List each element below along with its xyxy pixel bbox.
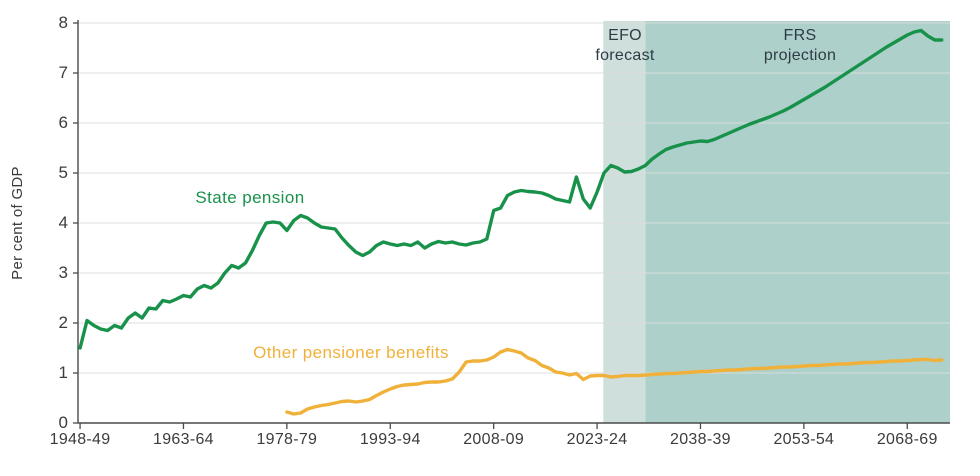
frs-projection-band xyxy=(645,21,950,423)
y-tick-label: 6 xyxy=(58,113,68,132)
efo-forecast-label: EFO forecast xyxy=(565,26,685,66)
efo-forecast-label-line2: forecast xyxy=(595,47,655,64)
series-label-state-pension: State pension xyxy=(195,188,305,207)
y-tick-label: 1 xyxy=(58,363,68,382)
y-tick-label: 3 xyxy=(58,263,68,282)
y-axis-title: Per cent of GDP xyxy=(9,166,26,280)
y-tick-label: 7 xyxy=(58,63,68,82)
other-pensioner-benefits-line xyxy=(285,347,944,416)
y-tick-label: 5 xyxy=(58,163,68,182)
x-tick-label: 2053-54 xyxy=(773,431,835,448)
efo-forecast-band xyxy=(603,21,646,423)
y-tick-label: 0 xyxy=(58,413,68,432)
x-tick-label: 2038-39 xyxy=(670,431,731,448)
y-tick-label: 8 xyxy=(58,13,68,32)
y-tick-label: 4 xyxy=(58,213,68,232)
x-tick-label: 2068-69 xyxy=(876,431,938,448)
x-tick-label: 2008-09 xyxy=(463,431,525,448)
state-pension-line xyxy=(78,28,944,350)
x-tick-label: 1978-79 xyxy=(256,431,318,448)
frs-projection-label: FRS projection xyxy=(730,26,870,66)
y-tick-label: 2 xyxy=(58,313,68,332)
frs-projection-label-line1: FRS xyxy=(783,27,817,44)
efo-forecast-label-line1: EFO xyxy=(608,27,642,44)
x-tick-label: 1948-49 xyxy=(49,431,111,448)
x-tick-label: 1993-94 xyxy=(359,431,421,448)
x-tick-label: 1963-64 xyxy=(153,431,214,448)
x-tick-label: 2023-24 xyxy=(566,431,628,448)
frs-projection-label-line2: projection xyxy=(763,47,837,64)
series-label-other-pensioner-benefits: Other pensioner benefits xyxy=(253,343,449,362)
